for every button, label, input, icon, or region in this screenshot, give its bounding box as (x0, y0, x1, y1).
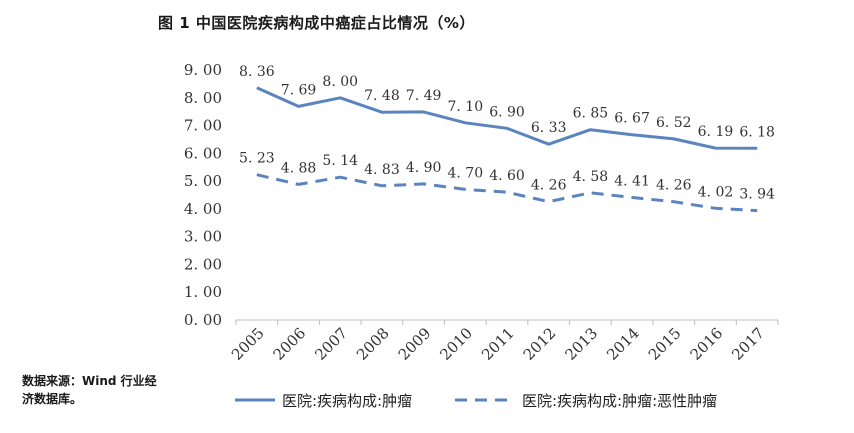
data-label: 8. 36 (239, 64, 275, 80)
data-label: 4. 26 (656, 178, 692, 194)
series-line-0 (256, 86, 758, 150)
y-tick-label: 5. 00 (184, 172, 222, 190)
x-tick-label: 2013 (561, 324, 601, 364)
y-tick-label: 3. 00 (184, 228, 222, 246)
x-tick-label: 2006 (270, 324, 310, 364)
data-label: 6. 52 (656, 115, 692, 131)
data-label: 4. 70 (447, 165, 483, 181)
y-tick-label: 9. 00 (184, 61, 222, 79)
y-tick-label: 0. 00 (184, 311, 222, 329)
data-label: 7. 48 (364, 88, 400, 104)
data-label: 6. 85 (573, 106, 609, 122)
data-label: 4. 88 (281, 160, 317, 176)
x-tick-label: 2012 (520, 324, 560, 364)
y-tick-label: 7. 00 (184, 117, 222, 135)
source-note: 数据来源：Wind 行业经济数据库。 (22, 374, 157, 406)
data-label: 4. 41 (614, 174, 650, 190)
series-line-1 (256, 173, 758, 213)
data-label: 4. 60 (489, 168, 525, 184)
data-label: 4. 90 (406, 160, 442, 176)
x-tick-label: 2009 (395, 324, 435, 364)
x-tick-label: 2016 (687, 324, 727, 364)
data-label: 4. 26 (531, 178, 567, 194)
legend-label-malignant-tumor: 医院:疾病构成:肿瘤:恶性肿瘤 (522, 392, 717, 410)
data-label: 6. 90 (489, 104, 525, 120)
x-tick-label: 2010 (436, 324, 476, 364)
data-label: 4. 02 (698, 184, 734, 200)
chart-data-labels: 8. 36 7. 69 8. 00 7. 48 7. 49 7. 10 6. 90 6. 33… (239, 64, 775, 203)
x-tick-label: 2011 (478, 324, 518, 364)
data-label: 5. 23 (239, 151, 275, 167)
y-tick-label: 1. 00 (184, 283, 222, 301)
data-label: 3. 94 (739, 187, 775, 203)
chart-legend: 医院:疾病构成:肿瘤 医院:疾病构成:肿瘤:恶性肿瘤 (235, 392, 717, 410)
chart-series (256, 86, 758, 213)
data-label: 8. 00 (322, 74, 358, 90)
x-tick-label: 2007 (311, 324, 351, 364)
x-tick-label: 2005 (228, 324, 268, 364)
x-tick-label: 2014 (603, 324, 643, 364)
data-label: 6. 67 (614, 111, 650, 127)
data-label: 6. 18 (739, 124, 775, 140)
data-label: 4. 58 (573, 169, 609, 185)
y-tick-label: 6. 00 (184, 144, 222, 162)
data-label: 7. 69 (281, 82, 317, 98)
x-tick-label: 2017 (728, 324, 768, 364)
data-label: 7. 10 (447, 99, 483, 115)
data-label: 6. 33 (531, 120, 567, 136)
data-label: 4. 83 (364, 162, 400, 178)
data-label: 6. 19 (698, 124, 734, 140)
x-tick-label: 2015 (645, 324, 685, 364)
data-label: 5. 14 (322, 153, 358, 169)
x-tick-label: 2008 (353, 324, 393, 364)
chart-title: 图 1 中国医院疾病构成中癌症占比情况（%） (158, 14, 475, 32)
y-tick-label: 2. 00 (184, 255, 222, 273)
y-tick-label: 4. 00 (184, 200, 222, 218)
legend-label-tumor: 医院:疾病构成:肿瘤 (282, 392, 412, 410)
data-label: 7. 49 (406, 88, 442, 104)
y-tick-label: 8. 00 (184, 89, 222, 107)
